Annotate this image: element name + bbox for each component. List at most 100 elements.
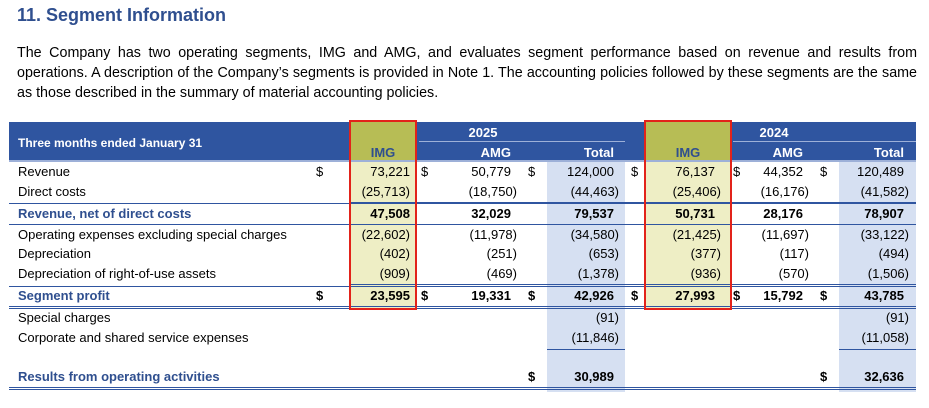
row-label-depreciation: Depreciation bbox=[18, 246, 91, 261]
dollar-sign: $ bbox=[733, 164, 741, 179]
total-rule bbox=[839, 349, 916, 350]
col-amg-2024: AMG bbox=[772, 145, 803, 160]
cell-revnet-total-2024: 78,907 bbox=[864, 206, 904, 221]
cell-direct-img-2025: (25,713) bbox=[361, 184, 410, 199]
cell-direct-amg-2024: (16,176) bbox=[760, 184, 809, 199]
subtotal-rule bbox=[350, 202, 916, 203]
col-total-2024: Total bbox=[873, 145, 904, 160]
cell-revenue-amg-2025: 50,779 bbox=[471, 164, 511, 179]
cell-revenue-total-2025: 124,000 bbox=[567, 164, 614, 179]
cell-rou-total-2025: (1,378) bbox=[577, 266, 619, 281]
cell-dep-amg-2025: (251) bbox=[486, 246, 517, 261]
cell-revenue-total-2024: 120,489 bbox=[857, 164, 904, 179]
cell-revenue-img-2024: 76,137 bbox=[675, 164, 715, 179]
dollar-sign: $ bbox=[820, 288, 828, 303]
cell-rou-amg-2024: (570) bbox=[778, 266, 809, 281]
year-2025: 2025 bbox=[468, 125, 498, 140]
cell-direct-img-2024: (25,406) bbox=[672, 184, 721, 199]
dollar-sign: $ bbox=[316, 288, 324, 303]
dollar-sign: $ bbox=[820, 164, 828, 179]
img-2024-header-fill bbox=[645, 122, 731, 160]
header-underline bbox=[9, 160, 916, 162]
row-label-revenue-net: Revenue, net of direct costs bbox=[18, 206, 192, 221]
bottom-double-rule bbox=[9, 389, 916, 390]
dollar-sign: $ bbox=[733, 288, 741, 303]
year-2025-underline bbox=[419, 141, 625, 142]
cell-rou-img-2025: (909) bbox=[379, 266, 410, 281]
cell-dep-total-2024: (494) bbox=[878, 246, 909, 261]
row-label-direct-costs: Direct costs bbox=[18, 184, 86, 199]
dollar-sign: $ bbox=[528, 288, 536, 303]
cell-revenue-img-2025: 73,221 bbox=[370, 164, 410, 179]
img-2025-red-box bbox=[349, 120, 417, 310]
row-label-special-charges: Special charges bbox=[18, 310, 111, 325]
cell-revenue-amg-2024: 44,352 bbox=[763, 164, 803, 179]
cell-opex-total-2025: (34,580) bbox=[570, 227, 619, 242]
cell-direct-total-2025: (44,463) bbox=[570, 184, 619, 199]
segment-table: Three months ended January 31 2025 2024 … bbox=[9, 120, 916, 392]
cell-revnet-amg-2024: 28,176 bbox=[763, 206, 803, 221]
total-2025-shade bbox=[547, 162, 625, 392]
cell-opex-total-2024: (33,122) bbox=[860, 227, 909, 242]
cell-revnet-amg-2025: 32,029 bbox=[471, 206, 511, 221]
row-label-segment-profit: Segment profit bbox=[18, 288, 110, 303]
cell-dep-amg-2024: (117) bbox=[779, 246, 809, 261]
cell-opex-amg-2025: (11,978) bbox=[469, 227, 517, 242]
section-title: 11. Segment Information bbox=[17, 5, 227, 25]
col-amg-2025: AMG bbox=[480, 145, 511, 160]
cell-profit-total-2024: 43,785 bbox=[864, 288, 904, 303]
row-rule bbox=[9, 203, 916, 204]
cell-special-total-2025: (91) bbox=[595, 310, 619, 325]
dollar-sign: $ bbox=[631, 164, 639, 179]
cell-dep-img-2024: (377) bbox=[690, 246, 721, 261]
row-label-opex: Operating expenses excluding special cha… bbox=[18, 227, 287, 242]
row-rule bbox=[9, 286, 916, 287]
cell-profit-img-2025: 23,595 bbox=[370, 288, 410, 303]
dollar-sign: $ bbox=[528, 369, 536, 384]
cell-results-total-2024: 32,636 bbox=[864, 369, 904, 384]
img-2024-highlight bbox=[645, 144, 731, 308]
period-label: Three months ended January 31 bbox=[18, 136, 203, 150]
cell-rou-total-2024: (1,506) bbox=[867, 266, 909, 281]
cell-direct-amg-2025: (18,750) bbox=[468, 184, 517, 199]
cell-results-total-2025: 30,989 bbox=[574, 369, 614, 384]
cell-profit-amg-2025: 19,331 bbox=[471, 288, 511, 303]
dollar-sign: $ bbox=[820, 369, 828, 384]
dollar-sign: $ bbox=[316, 164, 324, 179]
cell-opex-img-2025: (22,602) bbox=[361, 227, 410, 242]
cell-rou-amg-2025: (469) bbox=[486, 266, 517, 281]
col-img-2024: IMG bbox=[675, 145, 701, 160]
year-2024: 2024 bbox=[759, 125, 789, 140]
dollar-sign: $ bbox=[631, 288, 639, 303]
cell-corporate-total-2025: (11,846) bbox=[571, 330, 619, 345]
img-2025-header-fill bbox=[350, 122, 416, 160]
col-total-2025: Total bbox=[583, 145, 614, 160]
cell-profit-total-2025: 42,926 bbox=[574, 288, 614, 303]
cell-opex-amg-2024: (11,697) bbox=[761, 227, 809, 242]
row-rule bbox=[9, 224, 916, 225]
cell-revnet-img-2025: 47,508 bbox=[370, 206, 410, 221]
cell-revnet-total-2025: 79,537 bbox=[574, 206, 614, 221]
cell-revnet-img-2024: 50,731 bbox=[675, 206, 715, 221]
row-label-dep-rou: Depreciation of right-of-use assets bbox=[18, 266, 216, 281]
subtotal-rule bbox=[350, 284, 916, 285]
bottom-double-rule bbox=[9, 387, 916, 388]
cell-corporate-total-2024: (11,058) bbox=[861, 330, 909, 345]
img-2025-highlight bbox=[350, 144, 416, 308]
double-rule bbox=[9, 308, 916, 309]
dollar-sign: $ bbox=[421, 288, 429, 303]
double-rule bbox=[9, 306, 916, 307]
cell-direct-total-2024: (41,582) bbox=[860, 184, 909, 199]
cell-profit-amg-2024: 15,792 bbox=[763, 288, 803, 303]
total-2024-shade bbox=[839, 162, 916, 392]
dollar-sign: $ bbox=[421, 164, 429, 179]
table-header bbox=[9, 122, 916, 162]
cell-special-total-2024: (91) bbox=[885, 310, 909, 325]
cell-rou-img-2024: (936) bbox=[690, 266, 721, 281]
row-label-corporate: Corporate and shared service expenses bbox=[18, 330, 249, 345]
col-img-2025: IMG bbox=[370, 145, 396, 160]
description-paragraph: The Company has two operating segments, … bbox=[17, 45, 917, 101]
total-rule bbox=[547, 349, 625, 350]
dollar-sign: $ bbox=[528, 164, 536, 179]
cell-dep-total-2025: (653) bbox=[588, 246, 619, 261]
